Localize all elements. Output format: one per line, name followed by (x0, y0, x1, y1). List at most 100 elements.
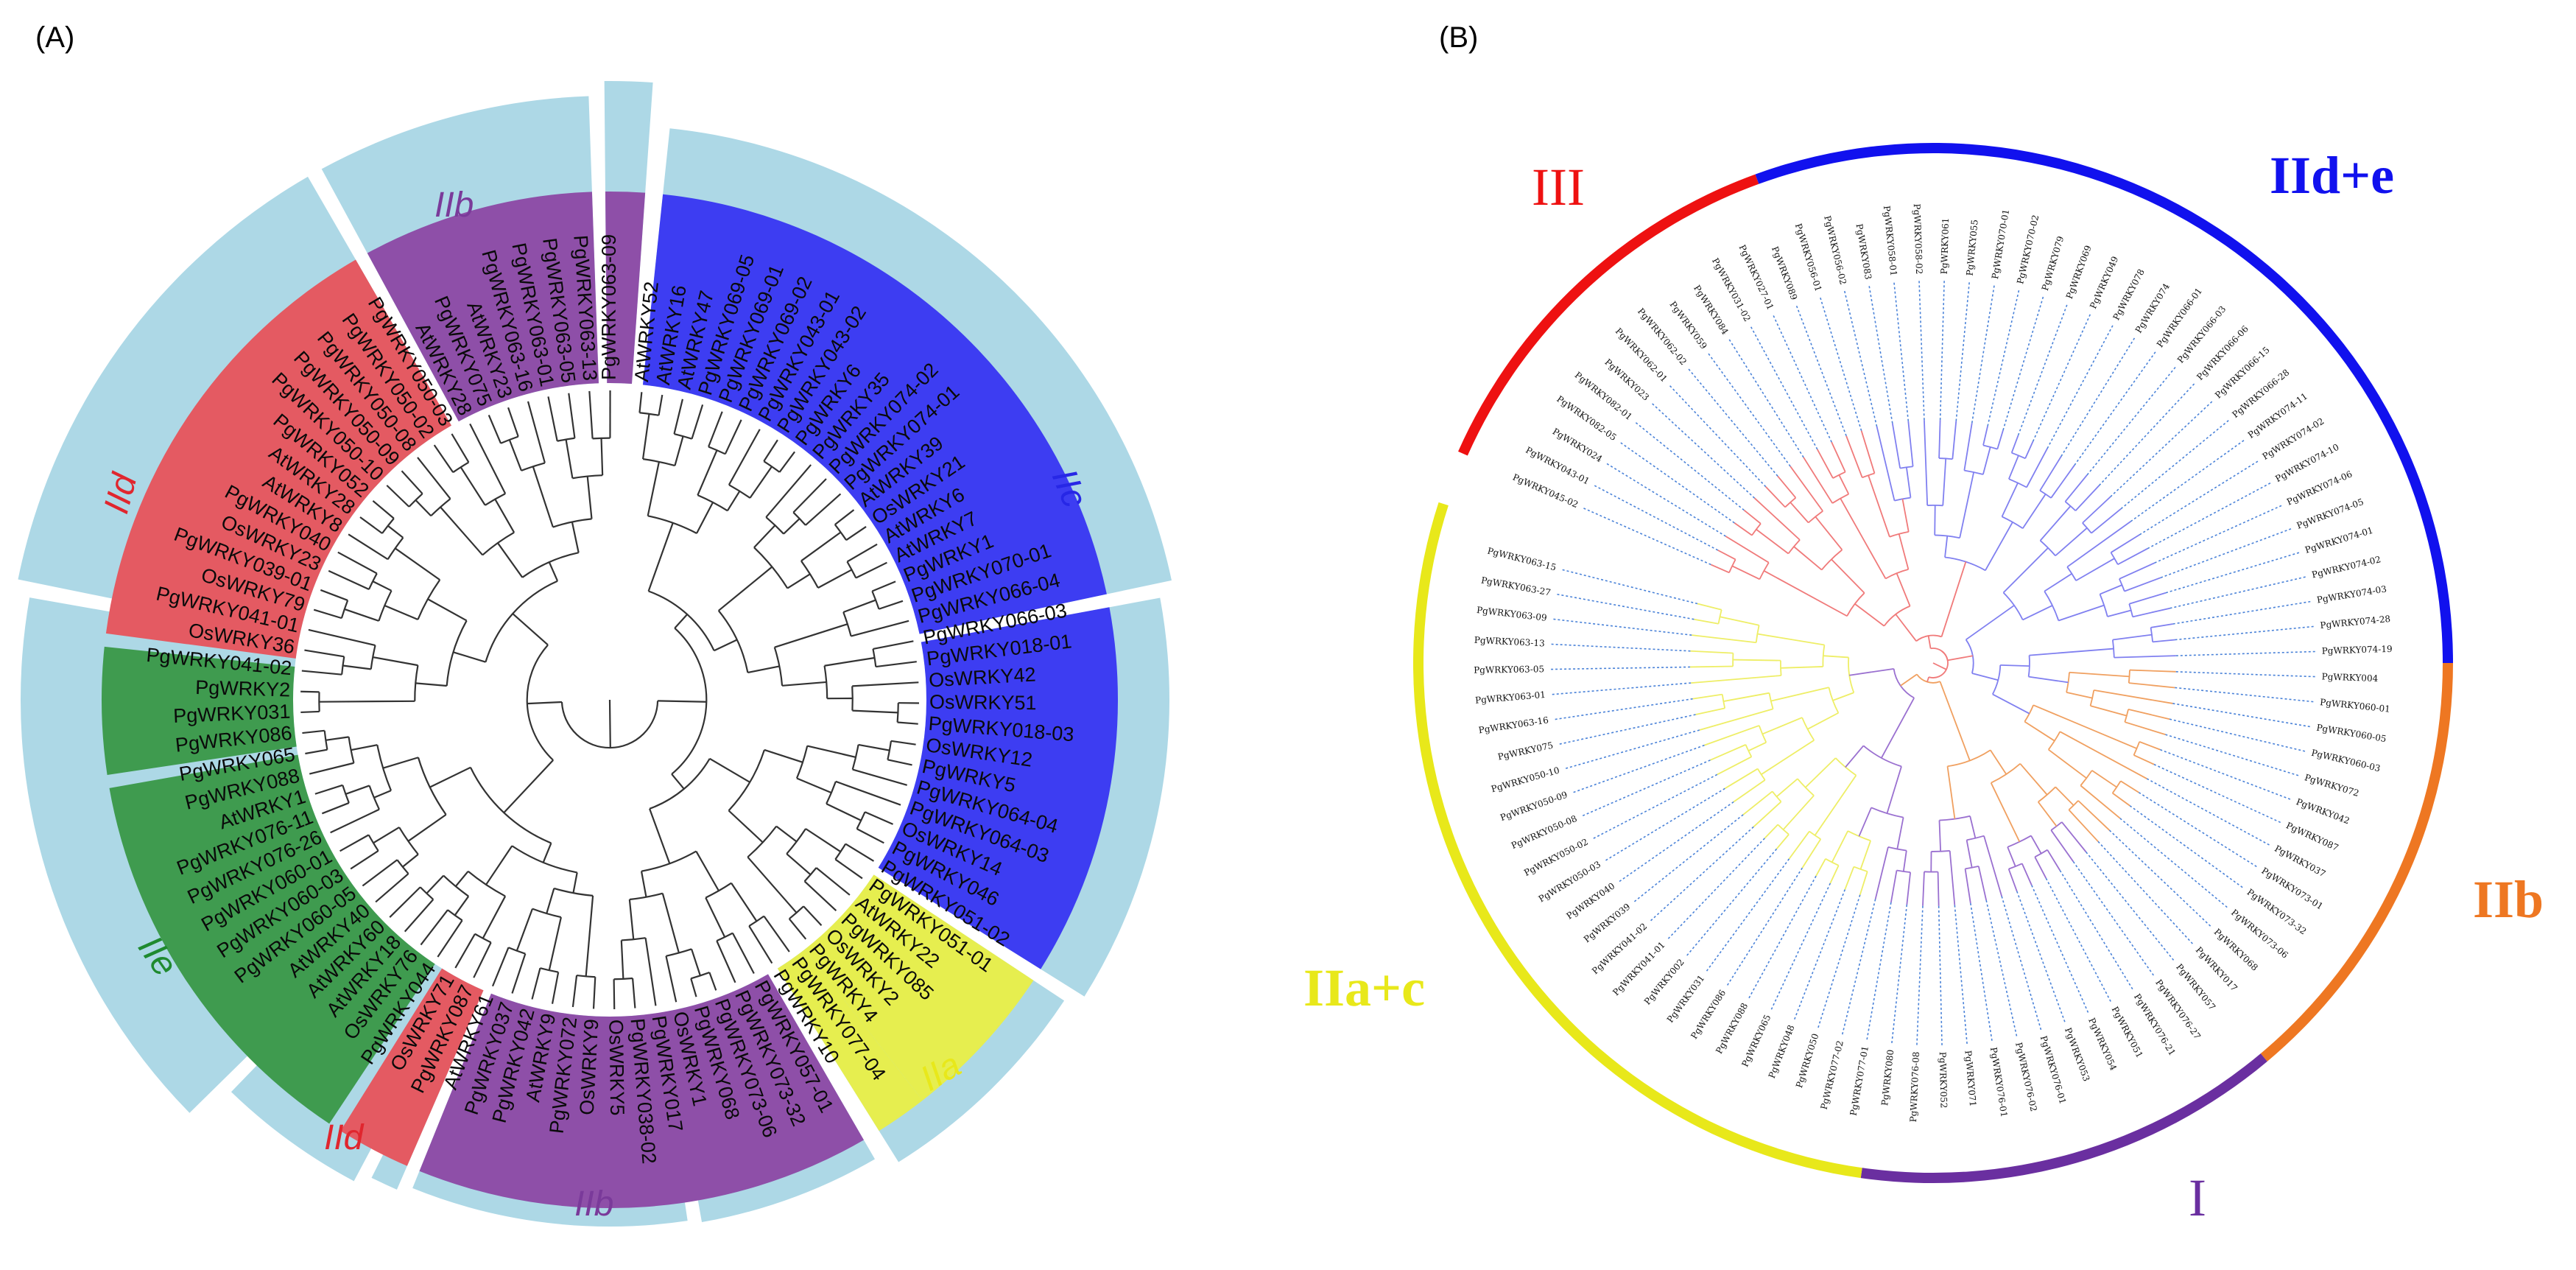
a-branch-82 (796, 777, 832, 794)
a-branch-181 (345, 785, 370, 795)
a-branch-232 (401, 470, 423, 494)
a-branch-268 (548, 561, 559, 582)
b-branch-253 (1690, 650, 1734, 654)
a-branch-274 (527, 701, 563, 705)
b-arc-170 (2008, 863, 2023, 870)
b-leaf-connector (1939, 280, 1945, 421)
b-leaf-connector (2086, 366, 2177, 476)
a-branch-253 (568, 393, 576, 438)
b-leaf-connector (2097, 841, 2194, 945)
b-leaf-connector (2147, 482, 2272, 550)
b-branch-267 (1832, 692, 1854, 701)
b-arc-41 (1889, 531, 1909, 538)
a-branch-12 (763, 439, 778, 462)
a-branch-132 (674, 614, 688, 629)
b-branch-202 (1844, 866, 1855, 890)
a-branch-141 (511, 953, 527, 994)
b-branch-13 (1777, 475, 1797, 499)
b-branch-237 (1748, 741, 1767, 751)
a-clade-ring-2 (804, 874, 1034, 1101)
b-leaf-connector (1706, 858, 1790, 972)
a-branch-217 (372, 580, 393, 592)
b-leaf-connector (2108, 829, 2211, 927)
a-arc-140 (540, 967, 559, 973)
a-leaf-label: OsWRKY5 (605, 1020, 628, 1116)
a-arc-257 (592, 437, 610, 440)
b-branch-198 (1902, 850, 1907, 872)
b-arc-71 (2039, 490, 2052, 499)
b-leaf-connector (2002, 295, 2044, 431)
a-branch-130 (649, 808, 671, 864)
b-arc-158 (2068, 800, 2079, 811)
b-branch-22 (1831, 558, 1865, 594)
b-branch-273 (1939, 681, 1971, 761)
a-branch-136 (571, 975, 578, 1008)
a-branch-214 (337, 551, 378, 575)
b-leaf-connector (1561, 569, 1698, 605)
a-branch-55 (852, 709, 898, 714)
b-leaf-connector (1954, 905, 1968, 1045)
a-branch-112 (690, 978, 697, 997)
b-branch-184 (1922, 871, 1925, 906)
b-branch-112 (2153, 639, 2175, 643)
a-branch-147 (585, 895, 594, 977)
a-branch-118 (613, 979, 616, 1009)
a-branch-145 (515, 908, 533, 952)
a-branch-211 (320, 589, 348, 601)
a-branch-45 (842, 599, 876, 614)
b-leaf-connector (1971, 284, 1995, 424)
b-leaf-connector (2031, 885, 2089, 1014)
a-branch-81 (806, 745, 856, 758)
a-branch-31 (845, 526, 867, 541)
clade-label-iib-top: IIb (434, 186, 474, 225)
b-leaf-connector (2160, 748, 2292, 801)
a-branch-144 (548, 916, 562, 971)
a-branch-261 (532, 466, 554, 527)
b-branch-250 (1770, 687, 1829, 702)
b-branch-43 (1898, 533, 1910, 570)
b-group-arc-3 (1860, 1053, 2267, 1183)
b-branch-58 (1982, 446, 1991, 475)
b-branch-102 (2100, 584, 2122, 595)
b-leaf-connector (1916, 905, 1924, 1046)
a-branch-49 (876, 661, 917, 668)
b-leaf-connector (1605, 787, 1725, 862)
a-branch-124 (628, 899, 635, 940)
a-branch-30 (834, 509, 855, 525)
a-branch-168 (375, 873, 409, 903)
a-branch-153 (437, 919, 463, 958)
b-leaf-connector (2160, 527, 2292, 578)
b-branch-180 (1983, 835, 2003, 897)
a-branch-105 (731, 933, 755, 975)
b-leaf-label: PgWRKY061 (1939, 217, 1951, 274)
b-branch-4 (1725, 536, 1770, 564)
b-branch-217 (1764, 824, 1778, 839)
b-branch-99 (2129, 592, 2167, 605)
a-arc-17 (728, 484, 751, 499)
a-arc-5 (674, 432, 692, 440)
b-leaf-connector (2047, 324, 2114, 449)
group-label-iiac: IIa+c (1303, 958, 1425, 1017)
b-leaf-connector (2169, 576, 2306, 609)
b-leaf-connector (2175, 687, 2315, 703)
b-branch-31 (1860, 430, 1876, 474)
b-arc-278 (1928, 650, 1949, 678)
b-branch-28 (1838, 474, 1850, 495)
b-leaf-connector (1985, 899, 2018, 1037)
a-branch-184 (302, 729, 325, 734)
a-clade-ring-5 (340, 968, 484, 1166)
b-leaf-connector (2016, 891, 2066, 1023)
a-clade-ring-0 (642, 194, 1107, 634)
a-branch-238 (451, 433, 470, 463)
a-branch-148 (546, 888, 555, 914)
b-branch-171 (2030, 835, 2042, 855)
b-branch-244 (1692, 693, 1722, 700)
a-branch-100 (728, 810, 764, 843)
b-branch-69 (2039, 456, 2062, 491)
b-arc-245 (1721, 694, 1726, 709)
b-branch-163 (2037, 801, 2058, 827)
b-branch-3 (1731, 565, 1760, 580)
a-branch-220 (372, 500, 395, 519)
b-branch-150 (1966, 605, 2015, 641)
a-leaf-label: PgWRKY063-09 (598, 234, 620, 380)
